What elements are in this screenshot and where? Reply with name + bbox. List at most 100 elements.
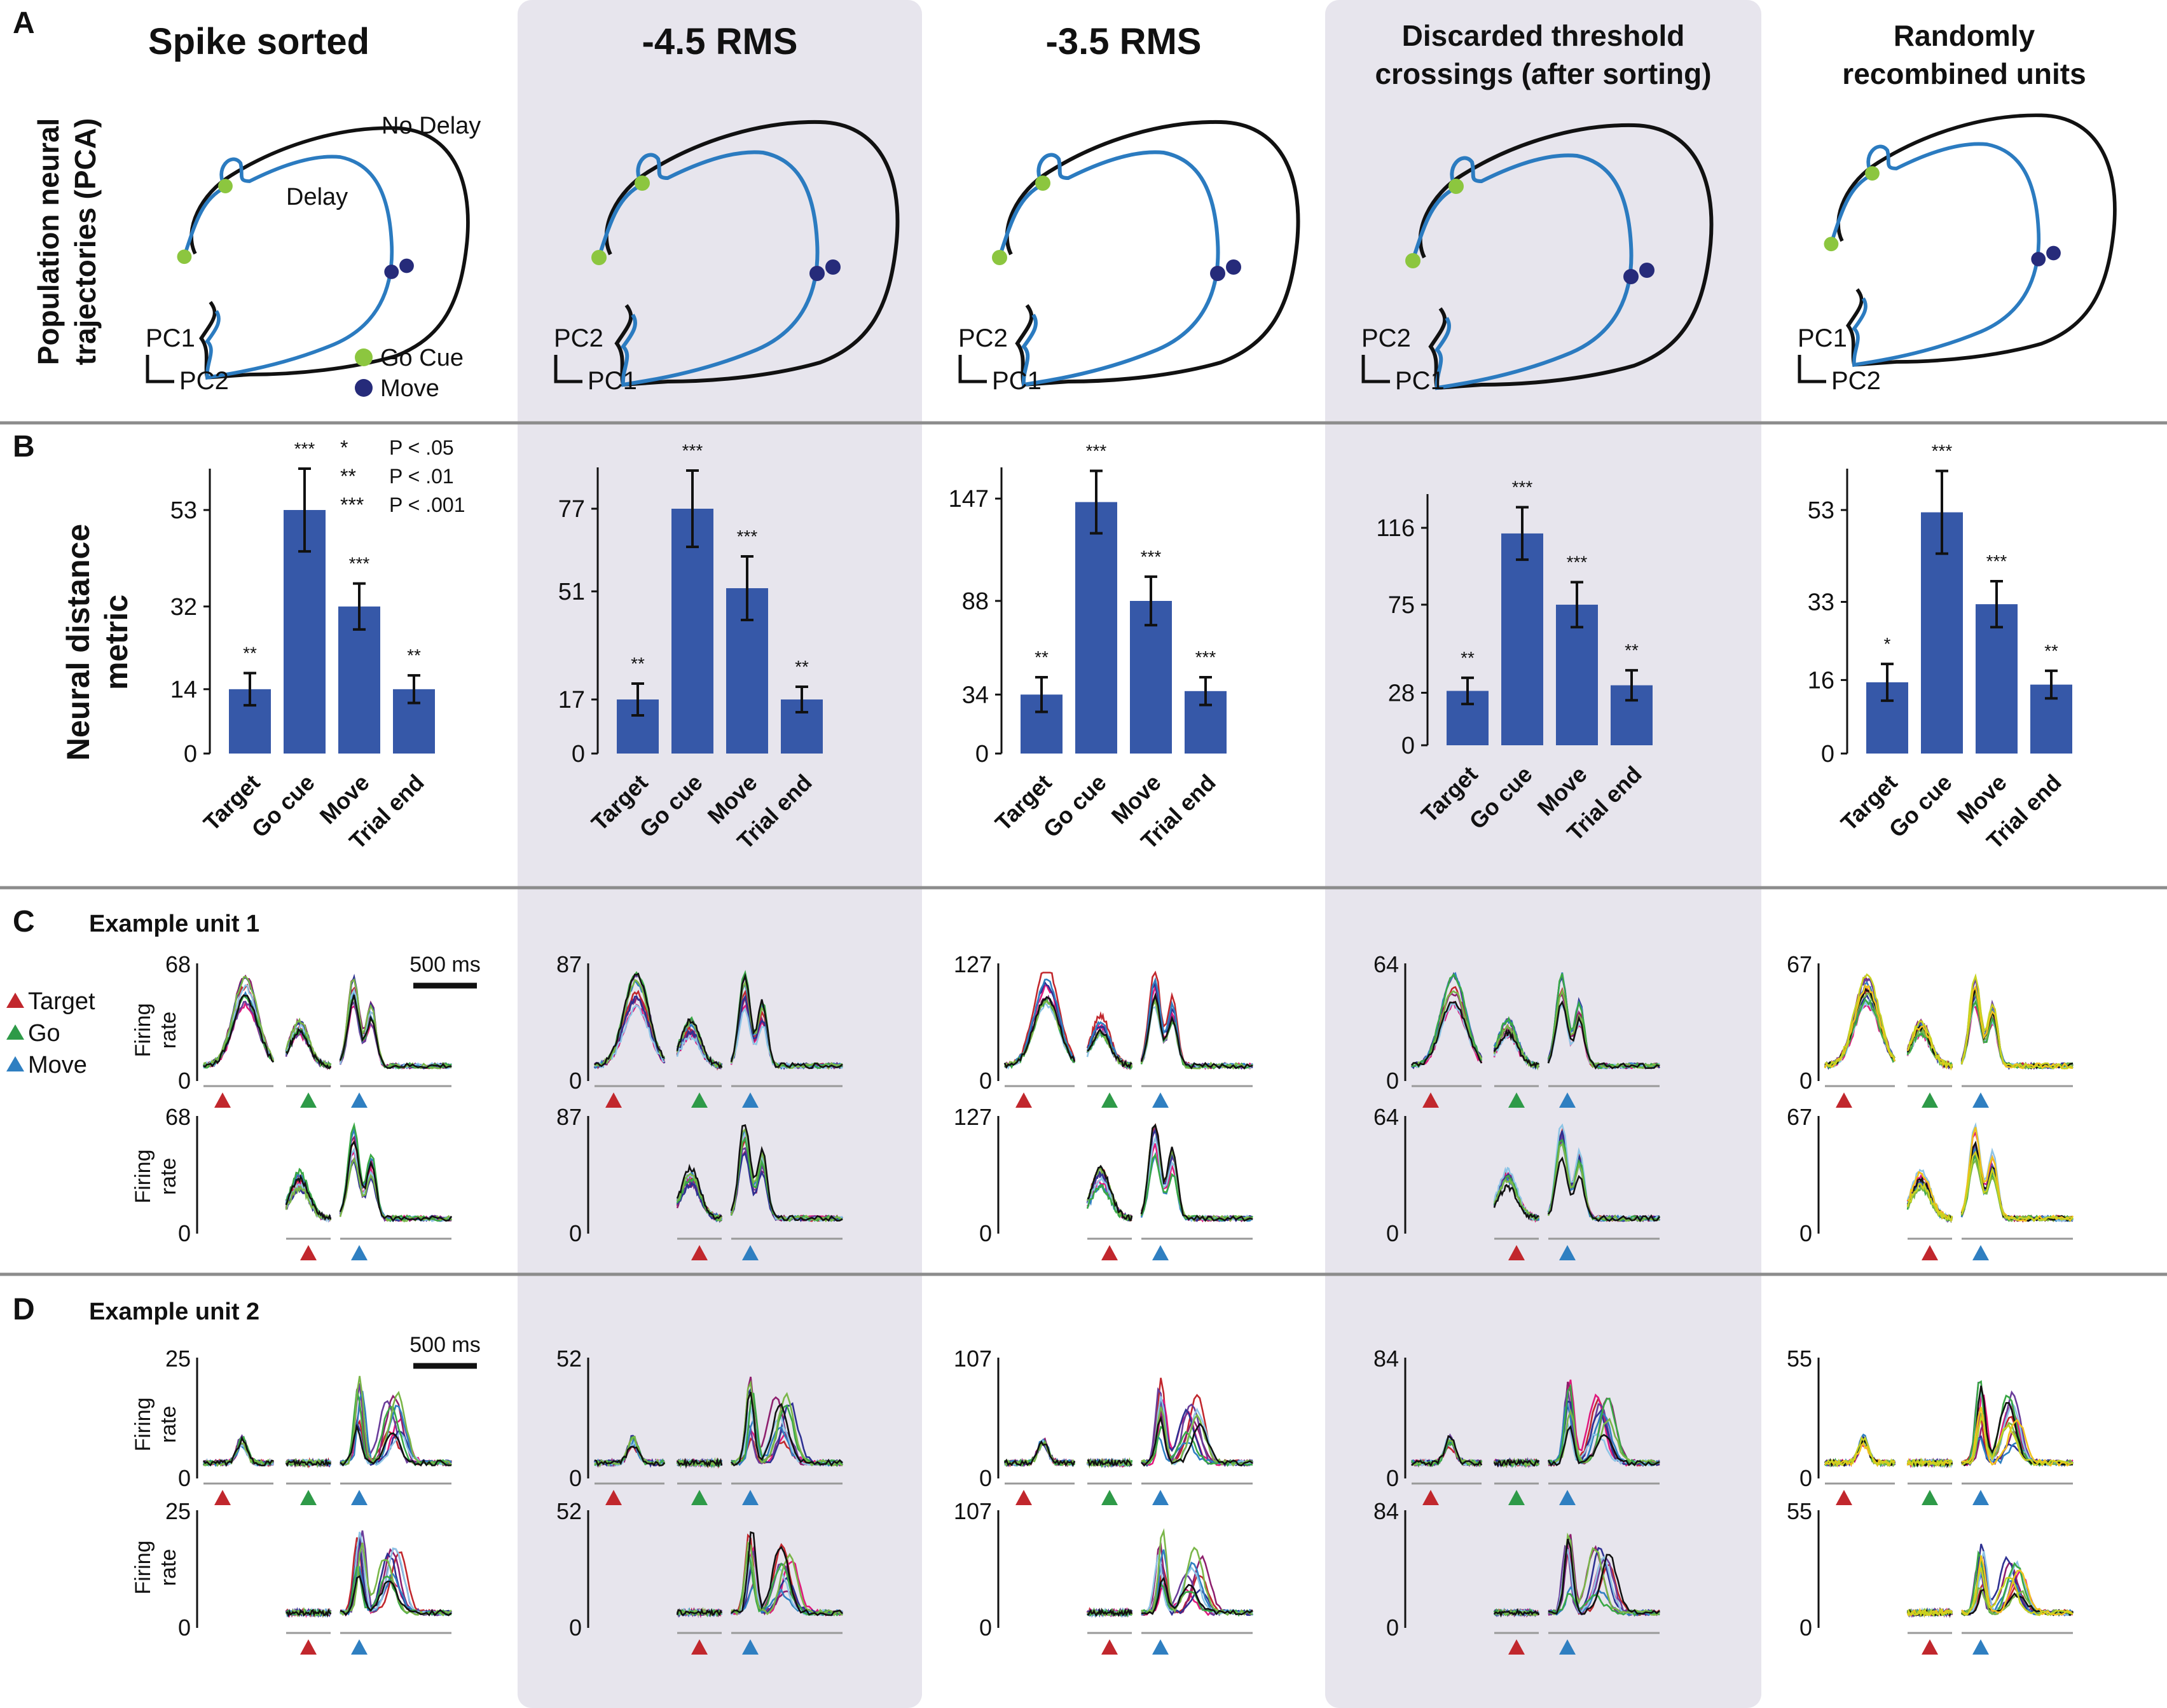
event-marker — [1836, 1092, 1852, 1108]
event-marker — [1508, 1245, 1525, 1260]
legend-label-0: Go Cue — [380, 345, 464, 371]
go-cue-marker — [1035, 176, 1050, 191]
b-y-tick-label: 34 — [962, 682, 989, 708]
c-bottom-ymax-label: 68 — [165, 1104, 191, 1130]
firing-trace — [731, 1416, 843, 1467]
trajectory-group-5 — [1824, 113, 2117, 368]
significance-label: * — [1884, 634, 1891, 654]
event-marker — [742, 1490, 759, 1505]
significance-label: ** — [407, 645, 421, 665]
firing-trace — [1493, 1458, 1540, 1468]
c-bottom-ymin-label: 0 — [178, 1220, 191, 1246]
event-legend-label-1: Go — [28, 1020, 60, 1047]
firing-trace — [1824, 1442, 1895, 1468]
d-top-ymax-label: 55 — [1787, 1346, 1812, 1372]
sig-legend-stars: * — [340, 436, 348, 459]
event-legend-triangle-1 — [6, 1024, 24, 1040]
firing-trace — [339, 1140, 453, 1222]
panel-letter-A: A — [13, 6, 35, 40]
move-marker — [809, 266, 825, 281]
firing-trace — [339, 1147, 452, 1222]
firing-trace — [1961, 1567, 2074, 1616]
firing-trace — [1411, 990, 1483, 1066]
delay-trajectory — [596, 150, 820, 387]
firing-trace — [1140, 992, 1253, 1070]
sig-legend-stars: ** — [340, 465, 356, 488]
d-top-ymax-label: 52 — [556, 1346, 582, 1372]
significance-label: *** — [1086, 441, 1107, 460]
go-cue-marker — [992, 250, 1007, 265]
sig-legend-text: P < .05 — [389, 436, 454, 459]
significance-label: ** — [1035, 647, 1049, 667]
d-bottom-ymax-label: 107 — [954, 1498, 992, 1524]
pc-axes — [1798, 355, 1826, 383]
firing-trace — [1906, 1457, 1953, 1468]
b-y-tick-label: 0 — [184, 741, 197, 768]
d-top-ymax-label: 84 — [1373, 1346, 1399, 1372]
firing-rate-label: rate — [156, 1012, 181, 1049]
b-y-tick-label: 147 — [949, 486, 989, 513]
c-top-ymax-label: 67 — [1787, 951, 1812, 977]
event-marker — [742, 1092, 759, 1108]
d-top-ymin-label: 0 — [979, 1465, 992, 1491]
event-marker — [300, 1639, 317, 1655]
d-top-ymax-label: 25 — [165, 1346, 191, 1372]
panel-letter-C: C — [13, 905, 35, 939]
firing-rate-label: Firing — [131, 1003, 155, 1057]
d-bottom-ymax-label: 25 — [165, 1498, 191, 1524]
d-bottom-ymin-label: 0 — [178, 1615, 191, 1641]
column-title: Spike sorted — [148, 21, 369, 62]
firing-trace — [1960, 973, 2074, 1070]
d-top-ymin-label: 0 — [178, 1465, 191, 1491]
column-title: -3.5 RMS — [1046, 21, 1202, 62]
bar-move — [1976, 604, 2018, 754]
firing-rate-label: Firing — [131, 1540, 155, 1594]
firing-trace — [730, 1555, 843, 1616]
column-title: -4.5 RMS — [642, 21, 798, 62]
c-top-ymin-label: 0 — [178, 1068, 191, 1094]
event-marker — [1152, 1245, 1169, 1260]
firing-trace — [1493, 1029, 1539, 1070]
b-y-tick-label: 0 — [572, 741, 585, 768]
b-y-tick-label: 28 — [1388, 680, 1415, 706]
firing-trace — [730, 972, 843, 1070]
trajectory-group-2 — [591, 120, 900, 387]
d-bottom-ymin-label: 0 — [569, 1615, 582, 1641]
event-marker — [1972, 1490, 1989, 1505]
panel-letter-B: B — [13, 430, 35, 464]
d-bottom-ymin-label: 0 — [1386, 1615, 1399, 1641]
panel-letter-D: D — [13, 1293, 35, 1326]
firing-trace — [731, 1380, 843, 1467]
scale-label-d: 500 ms — [409, 1333, 481, 1357]
pc-label-left: PC1 — [146, 324, 195, 352]
event-marker — [1922, 1092, 1938, 1108]
no-delay-trajectory — [1836, 113, 2117, 367]
move-marker — [1623, 269, 1639, 284]
firing-trace — [677, 1457, 723, 1469]
event-marker — [1836, 1490, 1852, 1505]
firing-trace — [1087, 1028, 1132, 1069]
no-delay-trajectory — [1005, 120, 1300, 387]
c-top-ymax-label: 87 — [556, 951, 582, 977]
firing-trace — [203, 994, 274, 1068]
delay-label: Delay — [286, 184, 348, 210]
firing-trace — [1087, 1164, 1133, 1222]
move-marker — [384, 265, 399, 279]
significance-label: *** — [1141, 547, 1162, 567]
d-top-ymin-label: 0 — [1799, 1465, 1812, 1491]
firing-trace — [1411, 1435, 1483, 1468]
firing-trace — [676, 1018, 723, 1070]
c-top-ymax-label: 127 — [954, 951, 992, 977]
event-marker — [1015, 1092, 1032, 1108]
event-marker — [1559, 1245, 1576, 1260]
trajectory-group-3 — [992, 120, 1300, 387]
firing-trace — [1410, 1000, 1483, 1068]
row-d-title: Example unit 2 — [89, 1298, 259, 1325]
firing-trace — [339, 988, 453, 1070]
row-a-ylabel: trajectories (PCA) — [69, 118, 102, 366]
c-bottom-ymax-label: 67 — [1787, 1104, 1812, 1130]
d-top-ymin-label: 0 — [1386, 1465, 1399, 1491]
significance-label: ** — [2044, 641, 2058, 661]
bar-go-cue — [1075, 502, 1117, 754]
event-marker — [1508, 1490, 1525, 1505]
